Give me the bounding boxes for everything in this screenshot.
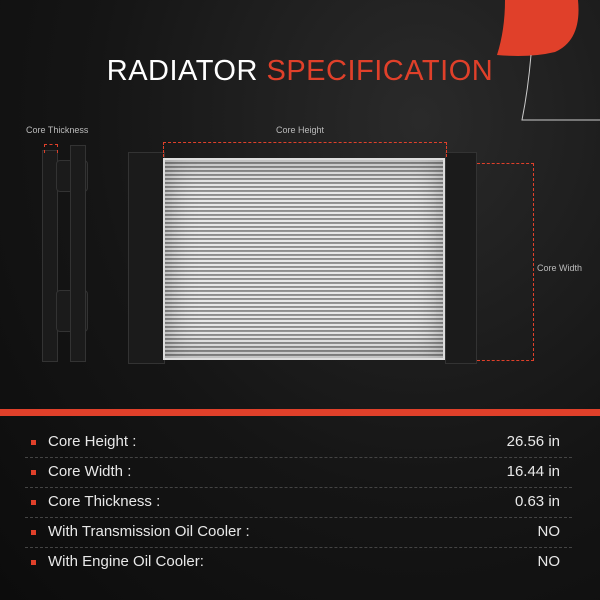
core-height-label: Core Height xyxy=(276,125,325,135)
bullet-icon xyxy=(31,530,36,535)
spec-value: NO xyxy=(537,553,561,570)
spec-label: Core Height : xyxy=(48,433,137,450)
title-white: RADIATOR xyxy=(106,55,258,87)
spec-label: With Engine Oil Cooler: xyxy=(48,553,204,570)
divider-bar xyxy=(0,409,600,416)
title-red: SPECIFICATION xyxy=(266,55,494,87)
spec-label: Core Thickness : xyxy=(48,493,161,510)
spec-label: With Transmission Oil Cooler : xyxy=(48,523,250,540)
spec-row: Core Thickness : 0.63 in xyxy=(25,488,572,518)
spec-row: With Engine Oil Cooler: NO xyxy=(25,548,572,577)
spec-row: Core Width : 16.44 in xyxy=(25,458,572,488)
spec-list: Core Height : 26.56 in Core Width : 16.44 … xyxy=(0,428,600,577)
core-thickness-label: Core Thickness xyxy=(26,125,89,135)
spec-value: 26.56 in xyxy=(506,433,560,450)
page-title: RADIATOR SPECIFICATION xyxy=(0,55,600,88)
bullet-icon xyxy=(31,500,36,505)
decorative-corner-shape xyxy=(497,0,600,121)
core-width-label: Core Width xyxy=(537,263,583,273)
bullet-icon xyxy=(31,560,36,565)
spec-value: NO xyxy=(537,523,561,540)
bullet-icon xyxy=(31,470,36,475)
spec-value: 0.63 in xyxy=(514,493,560,510)
spec-row: Core Height : 26.56 in xyxy=(25,428,572,458)
bullet-icon xyxy=(31,440,36,445)
spec-value: 16.44 in xyxy=(506,463,560,480)
spec-label: Core Width : xyxy=(48,463,132,480)
spec-row: With Transmission Oil Cooler : NO xyxy=(25,518,572,548)
